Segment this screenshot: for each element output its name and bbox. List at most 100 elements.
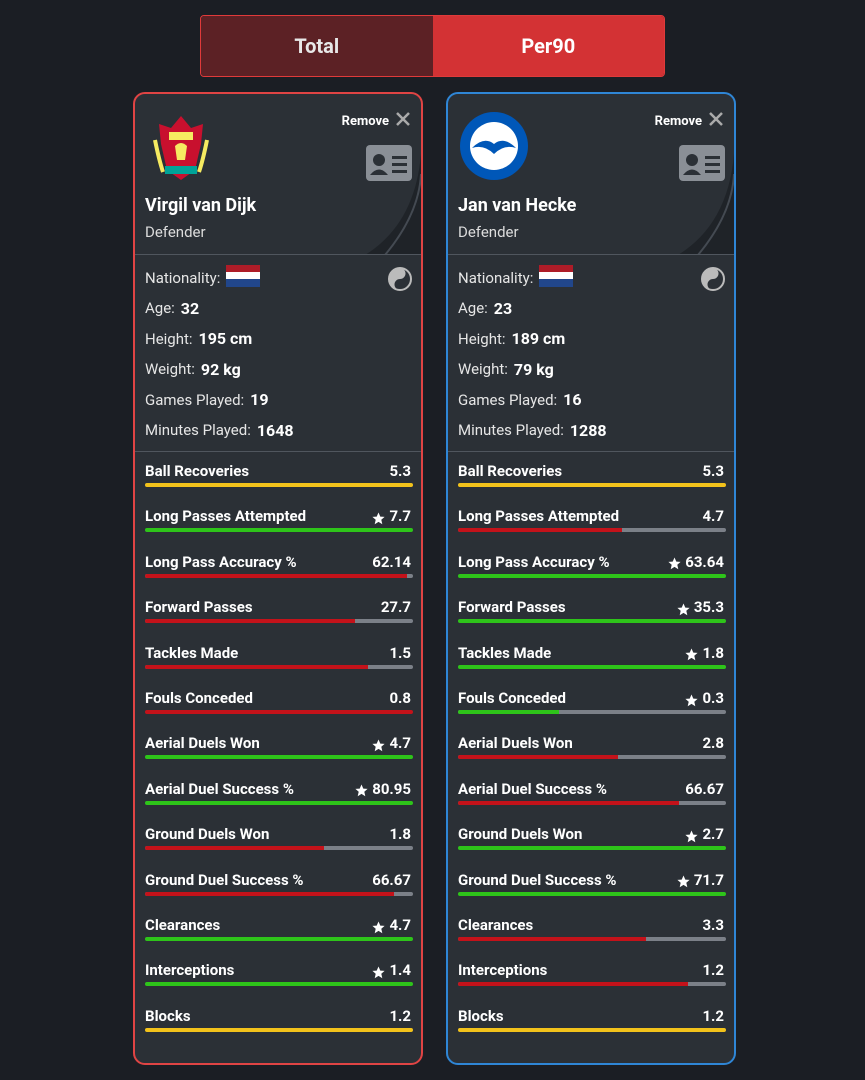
stat-value: 62.14 <box>372 552 411 571</box>
stat-name: Ball Recoveries <box>458 462 563 480</box>
stat-value-box: 1.2 <box>702 1007 724 1025</box>
stat-bar-track <box>145 800 413 805</box>
stat-name: Fouls Conceded <box>145 689 253 707</box>
stat-value-box: 7.7 <box>372 507 411 525</box>
stat-bar <box>458 1027 726 1032</box>
stat-value: 80.95 <box>372 779 411 798</box>
player-card: Remove Jan van Hecke Defender Nationality: A… <box>446 92 736 1065</box>
divider <box>135 254 421 255</box>
stat-name: Aerial Duels Won <box>145 734 260 753</box>
stat-bar-track <box>145 937 413 941</box>
stat-bar-track <box>145 982 413 987</box>
stat-bar <box>145 1027 413 1032</box>
stat-bar <box>145 573 407 578</box>
stat-value-box: 5.3 <box>389 462 411 480</box>
stat-name: Long Passes Attempted <box>458 507 620 526</box>
toggle: Total Per90 <box>200 15 665 77</box>
stat-value-box: 0.8 <box>389 689 411 707</box>
star-icon <box>372 919 386 933</box>
stat-bar-track <box>145 528 413 533</box>
flag-netherlands <box>539 265 574 291</box>
stat-value-box: 2.8 <box>702 734 724 752</box>
star-icon <box>372 510 386 525</box>
stat-value: 5.3 <box>702 462 724 480</box>
remove-label: Remove <box>654 113 702 129</box>
info-row: Minutes Played: 1648 <box>145 418 294 442</box>
header-swoosh <box>448 94 734 259</box>
info-label: Weight: <box>145 360 195 379</box>
divider <box>448 451 734 452</box>
stat-bar-track <box>458 573 726 578</box>
stat-value-box: 27.7 <box>381 598 411 616</box>
info-value: 19 <box>250 390 269 410</box>
stat-value: 71.7 <box>693 870 724 889</box>
stat-value: 1.2 <box>389 1006 411 1025</box>
stat-bar-track <box>145 846 413 851</box>
stat-value: 27.7 <box>380 598 411 617</box>
id-card-icon <box>365 144 413 186</box>
stat-value: 35.3 <box>693 598 724 617</box>
stat-bar <box>458 483 726 487</box>
stat-name: Ground Duel Success % <box>458 870 617 889</box>
info-label: Weight: <box>458 360 508 379</box>
stat-name: Ground Duels Won <box>458 825 583 844</box>
stat-bar <box>458 755 618 760</box>
stat-bar-track <box>145 755 413 760</box>
remove-button[interactable]: Remove <box>655 111 724 131</box>
stat-value: 4.7 <box>389 734 411 753</box>
stat-value: 3.3 <box>702 916 724 934</box>
stat-bar-track <box>458 937 726 941</box>
stat-bar-track <box>458 664 726 669</box>
info-row: Nationality: <box>458 265 574 291</box>
remove-button[interactable]: Remove <box>342 111 411 131</box>
stat-bar <box>458 846 726 851</box>
info-value: 92 kg <box>200 359 241 379</box>
stat-value: 66.67 <box>685 779 724 798</box>
toggle-option[interactable]: Total <box>201 16 433 76</box>
info-value: 32 <box>180 298 200 318</box>
stat-value: 2.7 <box>702 825 724 844</box>
id-card-icon <box>678 144 726 186</box>
info-label: Minutes Played: <box>145 421 251 439</box>
stat-value: 4.7 <box>389 916 411 934</box>
stat-bar-track <box>458 800 726 805</box>
stat-name: Aerial Duel Success % <box>145 779 294 798</box>
stat-bar-track <box>145 483 413 487</box>
info-value: 23 <box>493 298 513 318</box>
stat-name: Tackles Made <box>458 643 552 662</box>
header-swoosh <box>135 94 421 259</box>
stat-value: 1.5 <box>389 643 411 662</box>
stat-bar <box>145 483 413 487</box>
stat-bar-track <box>145 710 413 714</box>
info-label: Height: <box>458 329 506 348</box>
stat-bar <box>458 937 647 941</box>
stat-value-box: 4.7 <box>372 734 411 752</box>
info-value: 16 <box>563 390 582 410</box>
stat-name: Ground Duel Success % <box>145 870 304 889</box>
stat-bar <box>145 937 413 941</box>
stat-bar <box>145 982 413 987</box>
info-value: 1288 <box>569 420 607 440</box>
divider <box>448 254 734 255</box>
stat-bar <box>145 800 413 805</box>
stat-bar-track <box>458 755 726 760</box>
star-icon <box>685 828 699 842</box>
info-row: Nationality: <box>145 265 261 290</box>
player-position: Defender <box>145 223 206 241</box>
close-icon <box>395 111 411 131</box>
stat-name: Long Pass Accuracy % <box>145 552 297 571</box>
stat-value: 2.8 <box>702 734 724 753</box>
stat-value-box: 35.3 <box>677 598 724 616</box>
stat-value-box: 63.64 <box>668 553 724 571</box>
stat-value-box: 2.7 <box>685 825 724 843</box>
stat-bar <box>145 664 369 669</box>
info-row: Games Played: 16 <box>458 388 582 412</box>
stat-name: Forward Passes <box>458 598 566 617</box>
stat-value-box: 5.3 <box>702 462 724 480</box>
stat-bar <box>145 846 324 851</box>
stat-bar <box>458 982 688 987</box>
info-label: Minutes Played: <box>458 421 564 439</box>
toggle-option[interactable]: Per90 <box>432 16 664 76</box>
stat-value-box: 66.67 <box>685 780 724 798</box>
info-label: Height: <box>145 329 193 348</box>
